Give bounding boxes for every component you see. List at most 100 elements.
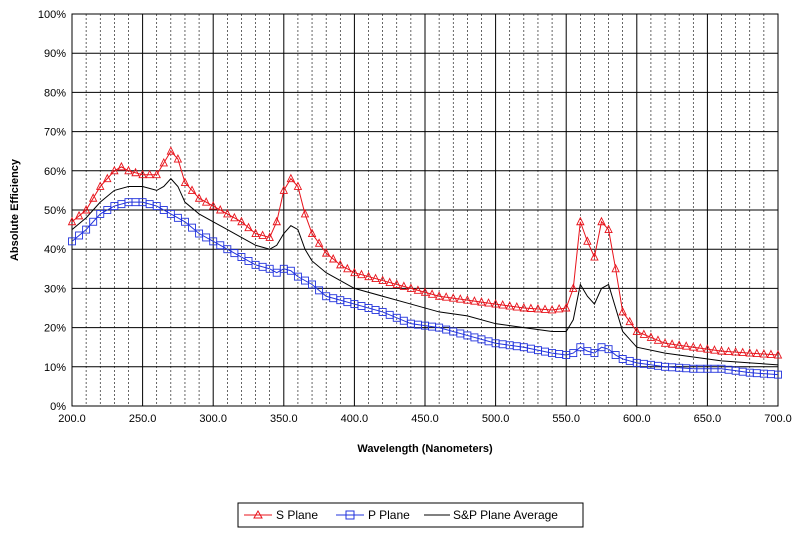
data-point-triangle <box>293 181 303 190</box>
data-point-triangle <box>180 177 190 187</box>
data-point-triangle <box>632 326 642 335</box>
data-point-triangle <box>88 193 98 202</box>
legend-item-p-plane: P Plane <box>336 508 410 522</box>
data-point-square <box>82 225 91 234</box>
data-point-triangle <box>413 285 423 294</box>
series-p-plane <box>68 198 782 379</box>
data-point-square <box>604 345 613 354</box>
data-point-triangle <box>512 302 522 311</box>
data-point-triangle <box>279 185 289 194</box>
data-point-triangle <box>477 297 486 306</box>
data-point-triangle <box>576 216 585 226</box>
y-tick-label: 80% <box>44 87 66 99</box>
data-point-triangle <box>103 173 112 183</box>
data-point-triangle <box>357 269 366 279</box>
data-point-triangle <box>244 222 253 232</box>
data-point-triangle <box>710 345 719 354</box>
data-point-triangle <box>406 283 416 292</box>
data-point-triangle <box>131 167 140 177</box>
data-point-triangle <box>540 304 550 313</box>
data-point-triangle <box>138 169 147 179</box>
data-point-triangle <box>265 232 274 241</box>
data-point-square <box>89 217 98 226</box>
data-point-triangle <box>124 165 133 175</box>
data-point-triangle <box>590 252 599 261</box>
data-point-triangle <box>251 228 260 237</box>
data-point-triangle <box>67 216 77 226</box>
data-point-triangle <box>420 287 430 296</box>
data-point-triangle <box>96 181 105 190</box>
legend-label-p-plane: P Plane <box>368 508 410 522</box>
data-point-triangle <box>724 346 733 356</box>
data-point-triangle <box>639 329 649 338</box>
y-tick-label: 60% <box>44 166 66 178</box>
data-point-triangle <box>328 253 338 263</box>
series-s-p-plane-average <box>71 177 779 366</box>
data-point-triangle <box>681 341 691 350</box>
data-point-triangle <box>441 292 451 301</box>
data-point-triangle <box>604 224 613 234</box>
legend-box <box>237 502 584 528</box>
y-tick-label: 90% <box>44 48 66 60</box>
data-point-triangle <box>152 169 161 179</box>
data-point-triangle <box>561 302 571 312</box>
data-point-square <box>308 280 316 289</box>
x-tick-label: 450.0 <box>411 413 439 425</box>
data-point-triangle <box>216 204 225 214</box>
data-point-triangle <box>766 349 776 358</box>
data-point-triangle <box>583 236 592 245</box>
data-point-triangle <box>201 197 211 206</box>
data-point-triangle <box>364 271 373 281</box>
data-point-triangle <box>456 294 465 303</box>
data-point-triangle <box>745 348 754 357</box>
data-point-square <box>569 349 578 358</box>
legend: S Plane P Plane S&P Plane Average <box>237 502 584 528</box>
data-point-triangle <box>618 306 627 316</box>
y-tick-label: 30% <box>44 283 66 295</box>
x-axis-ticks: 200.0 250.0 300.0 350.0 400.0 450.0 500.0 550.0… <box>58 413 792 425</box>
x-axis-title: Wavelength (Nanometers) <box>357 443 493 455</box>
x-tick-label: 400.0 <box>341 413 369 425</box>
data-point-triangle <box>300 208 310 218</box>
legend-label-s-plane: S Plane <box>276 508 318 522</box>
data-point-triangle <box>554 303 564 313</box>
data-point-triangle <box>646 332 656 341</box>
data-point-triangle <box>230 212 239 222</box>
y-tick-label: 20% <box>44 323 66 335</box>
data-point-triangle <box>660 338 670 347</box>
x-tick-label: 650.0 <box>694 413 722 425</box>
data-point-triangle <box>166 146 176 155</box>
data-point-triangle <box>286 173 296 183</box>
data-point-triangle <box>759 349 769 358</box>
data-point-triangle <box>498 300 507 309</box>
data-point-square <box>188 223 196 232</box>
legend-label-average: S&P Plane Average <box>453 508 558 522</box>
data-point-triangle <box>738 347 747 357</box>
data-point-triangle <box>237 216 246 226</box>
data-point-triangle <box>187 185 197 194</box>
y-tick-label: 70% <box>44 127 66 139</box>
data-point-triangle <box>110 165 119 175</box>
data-point-triangle <box>547 304 557 314</box>
series-layer <box>67 146 783 379</box>
data-point-triangle <box>81 204 91 214</box>
data-point-triangle <box>449 293 458 302</box>
data-point-triangle <box>463 295 472 304</box>
data-point-triangle <box>505 301 514 310</box>
data-point-triangle <box>653 335 663 344</box>
data-point-triangle <box>321 248 331 257</box>
data-point-triangle <box>343 263 352 273</box>
data-point-square <box>774 370 782 379</box>
data-point-triangle <box>484 298 493 307</box>
data-point-triangle <box>223 208 232 218</box>
data-point-triangle <box>74 210 84 220</box>
data-point-square <box>286 266 295 275</box>
data-point-triangle <box>696 343 705 352</box>
x-tick-label: 350.0 <box>270 413 298 425</box>
data-point-triangle <box>427 289 437 298</box>
data-point-triangle <box>667 339 677 348</box>
data-point-triangle <box>208 201 218 210</box>
data-point-triangle <box>173 154 183 163</box>
data-point-triangle <box>385 277 394 286</box>
